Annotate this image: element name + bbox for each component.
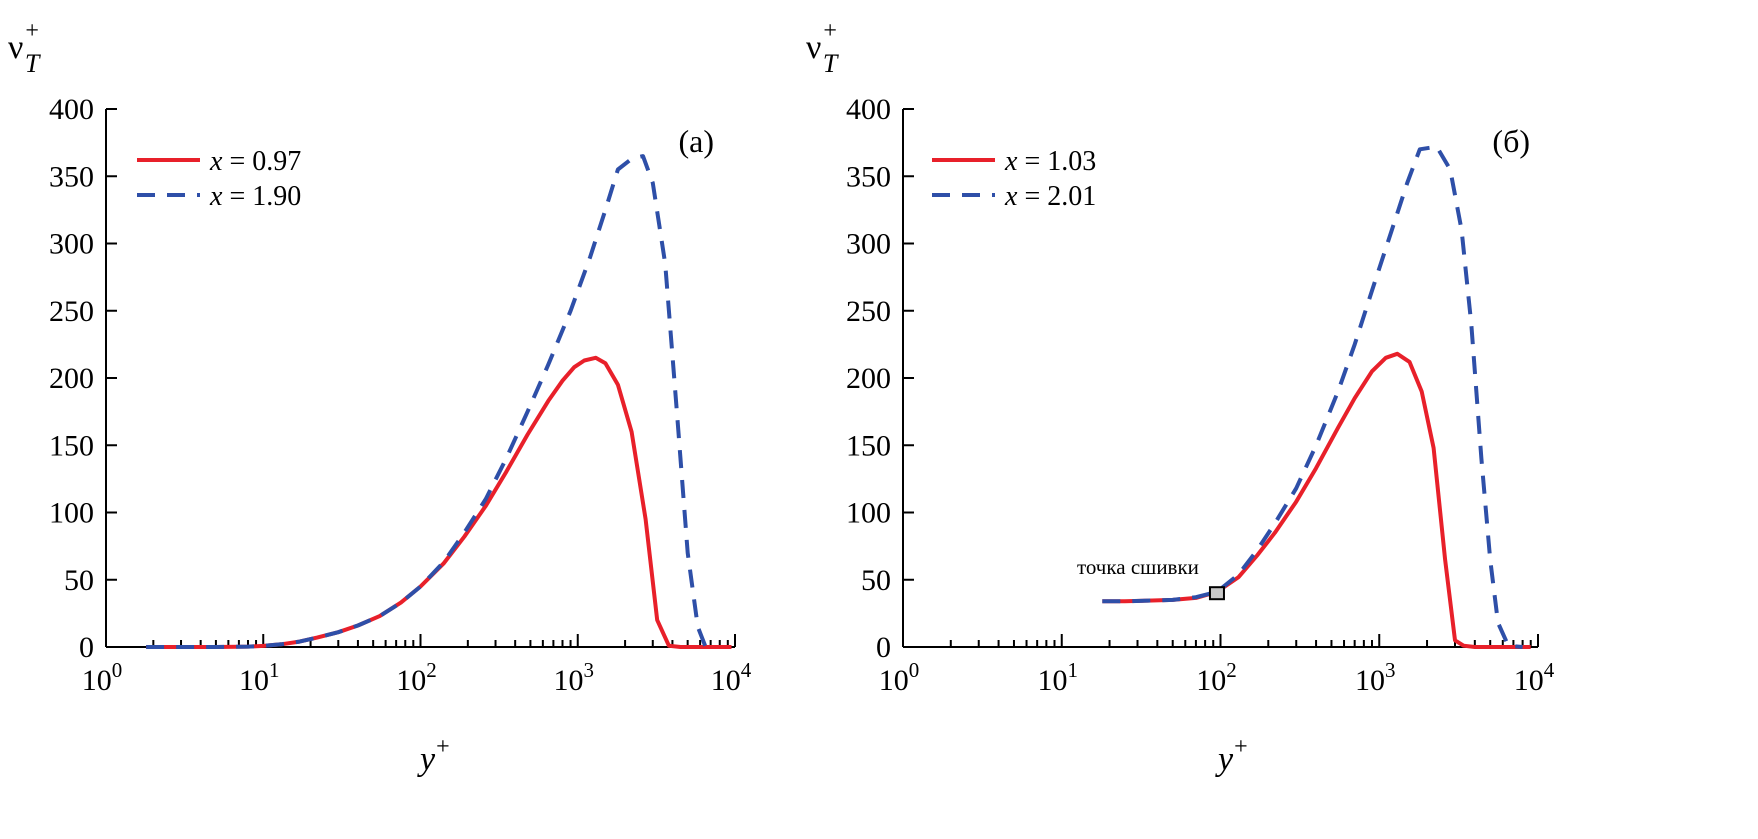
x-tick-label: 100 <box>82 658 123 697</box>
legend-label-1: x = 1.03 <box>1004 146 1096 177</box>
x-tick-base: 10 <box>1038 664 1068 697</box>
annotation-label: точка сшивки <box>1077 555 1199 579</box>
series-line-2 <box>1102 144 1523 649</box>
x-tick-label: 103 <box>554 658 595 697</box>
x-tick-exponent: 1 <box>1068 658 1079 682</box>
y-tick-label: 100 <box>846 497 891 530</box>
legend-label-1: x = 0.97 <box>209 146 301 177</box>
y-label-sup: + <box>25 18 39 44</box>
x-tick-label: 104 <box>711 658 752 697</box>
x-label-symbol: y <box>417 741 436 778</box>
panel-label: (б) <box>1492 123 1530 159</box>
x-tick-exponent: 0 <box>909 658 920 682</box>
x-tick-exponent: 3 <box>1385 658 1396 682</box>
panel-label: (a) <box>678 123 714 159</box>
y-tick-label: 250 <box>49 295 94 328</box>
legend-var: x <box>1004 146 1018 177</box>
legend-label-2: x = 2.01 <box>1004 181 1096 212</box>
matching-point-marker <box>1208 586 1225 601</box>
x-tick-exponent: 0 <box>112 658 123 682</box>
x-tick-base: 10 <box>554 664 584 697</box>
x-tick-label: 102 <box>1196 658 1237 697</box>
legend-value: = 1.03 <box>1017 146 1096 177</box>
y-tick-label: 350 <box>846 160 891 193</box>
y-label-sub: T <box>25 49 41 78</box>
x-tick-base: 10 <box>1196 664 1226 697</box>
x-axis-label: y+ <box>1215 734 1248 778</box>
x-tick-base: 10 <box>879 664 909 697</box>
x-tick-label: 101 <box>1038 658 1079 697</box>
x-tick-base: 10 <box>1355 664 1385 697</box>
legend-var: x <box>1004 181 1018 212</box>
x-tick-label: 104 <box>1514 658 1555 697</box>
series-line-1 <box>1102 351 1531 649</box>
x-tick-exponent: 2 <box>426 658 437 682</box>
x-tick-exponent: 4 <box>741 658 752 682</box>
y-tick-label: 400 <box>49 93 94 126</box>
y-axis-label: ν+ T <box>8 18 41 78</box>
y-label-symbol: ν <box>8 29 23 66</box>
legend-value: = 1.90 <box>222 181 301 212</box>
y-tick-label: 200 <box>846 362 891 395</box>
legend-var: x <box>209 181 223 212</box>
x-tick-label: 102 <box>396 658 437 697</box>
y-tick-label: 300 <box>49 228 94 261</box>
x-tick-label: 101 <box>239 658 280 697</box>
x-tick-base: 10 <box>711 664 741 697</box>
y-tick-label: 300 <box>846 228 891 261</box>
y-tick-label: 150 <box>846 429 891 462</box>
y-tick-label: 0 <box>876 631 891 664</box>
y-label-symbol: ν <box>806 29 821 66</box>
y-tick-label: 150 <box>49 429 94 462</box>
x-tick-exponent: 3 <box>584 658 595 682</box>
y-axis-label: ν+ T <box>806 18 839 78</box>
y-tick-label: 0 <box>79 631 94 664</box>
x-tick-base: 10 <box>82 664 112 697</box>
series-line-2 <box>146 154 708 649</box>
y-tick-label: 200 <box>49 362 94 395</box>
y-tick-label: 100 <box>49 497 94 530</box>
y-tick-label: 250 <box>846 295 891 328</box>
legend-label-2: x = 1.90 <box>209 181 301 212</box>
series-line-1 <box>146 355 732 649</box>
y-label-sub: T <box>823 49 839 78</box>
y-tick-label: 50 <box>64 564 94 597</box>
x-axis-label: y+ <box>417 734 450 778</box>
legend-value: = 2.01 <box>1017 181 1096 212</box>
x-tick-base: 10 <box>239 664 269 697</box>
y-tick-label: 350 <box>49 160 94 193</box>
x-label-symbol: y <box>1215 741 1234 778</box>
x-tick-exponent: 4 <box>1544 658 1555 682</box>
x-tick-exponent: 1 <box>269 658 280 682</box>
x-tick-label: 100 <box>879 658 920 697</box>
x-tick-exponent: 2 <box>1226 658 1237 682</box>
x-tick-base: 10 <box>1514 664 1544 697</box>
legend-value: = 0.97 <box>222 146 301 177</box>
x-tick-label: 103 <box>1355 658 1396 697</box>
x-label-sup: + <box>436 734 450 760</box>
x-label-sup: + <box>1234 734 1248 760</box>
y-tick-label: 50 <box>861 564 891 597</box>
y-label-sup: + <box>823 18 837 44</box>
legend-var: x <box>209 146 223 177</box>
x-tick-base: 10 <box>396 664 426 697</box>
y-tick-label: 400 <box>846 93 891 126</box>
